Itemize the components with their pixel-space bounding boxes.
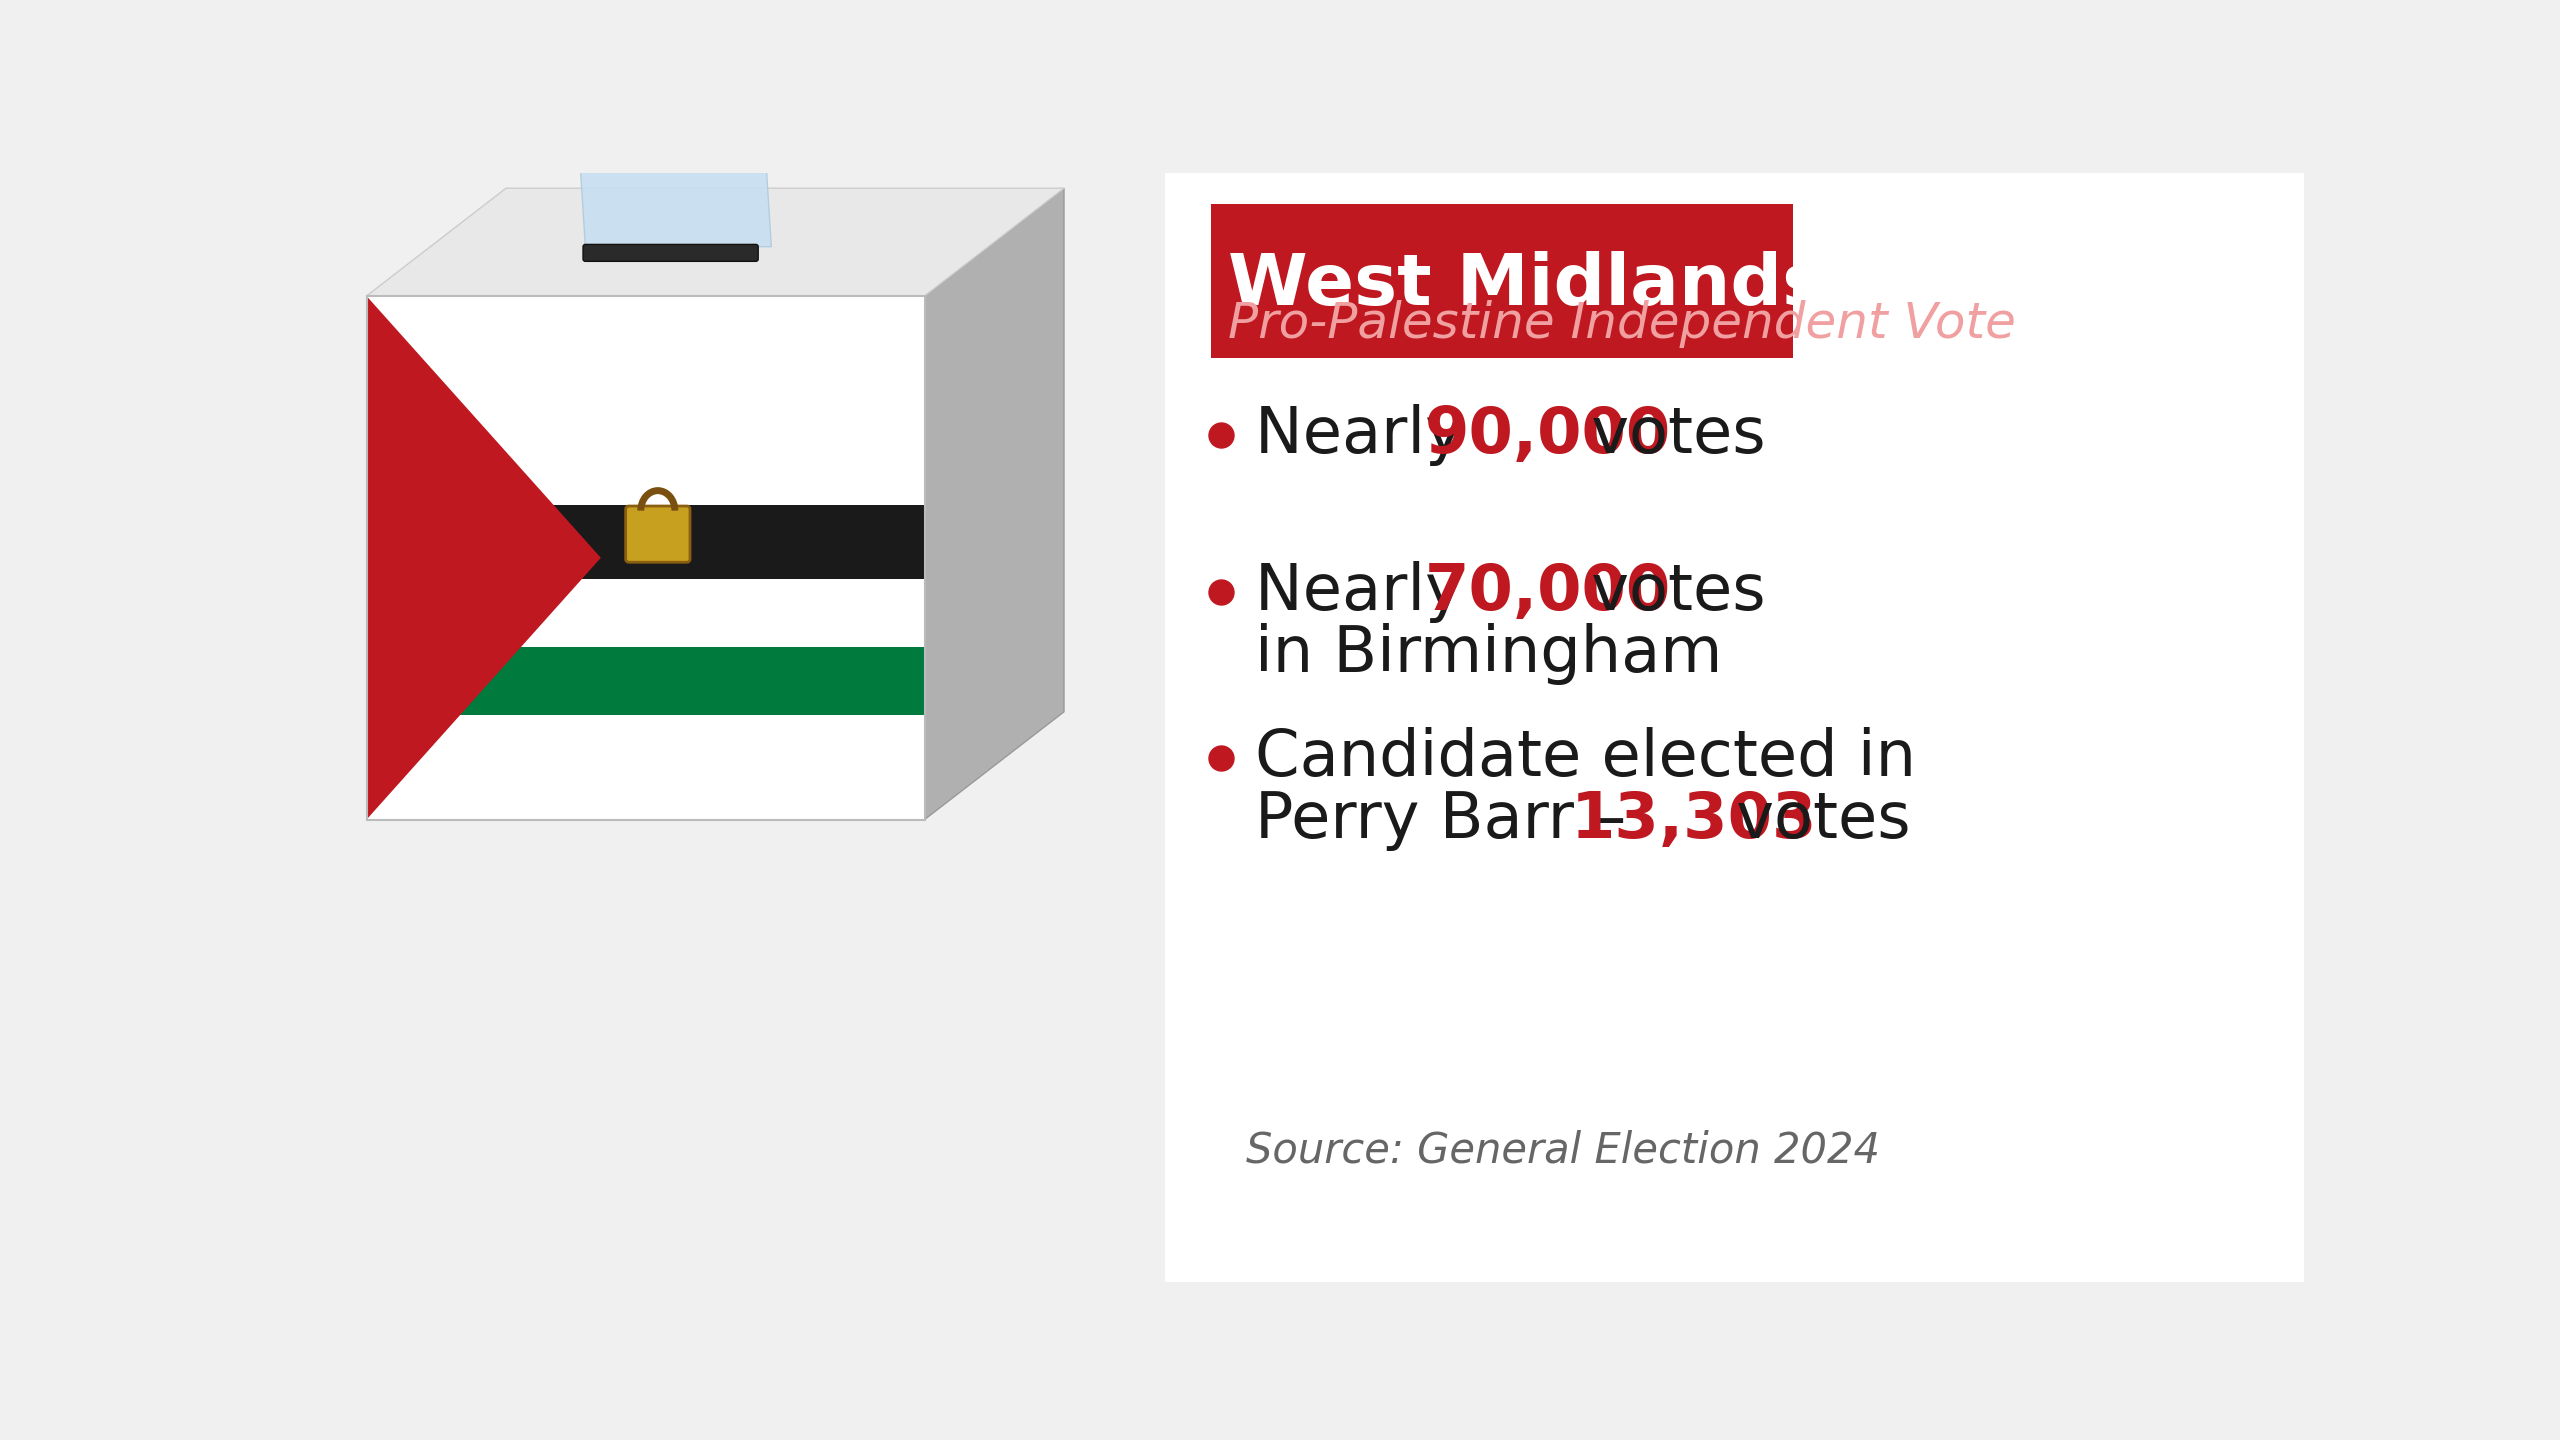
Text: in Birmingham: in Birmingham	[1254, 624, 1723, 685]
FancyBboxPatch shape	[584, 245, 758, 261]
Polygon shape	[366, 189, 1065, 297]
Polygon shape	[566, 0, 771, 246]
Bar	[1165, 173, 2304, 1282]
Text: votes: votes	[1715, 789, 1910, 851]
Polygon shape	[924, 189, 1065, 819]
Bar	[366, 714, 924, 819]
Bar	[366, 297, 924, 505]
FancyBboxPatch shape	[625, 505, 691, 562]
Text: Pro-Palestine Independent Vote: Pro-Palestine Independent Vote	[1229, 300, 2017, 348]
Text: Nearly: Nearly	[1254, 403, 1485, 465]
Bar	[366, 579, 924, 647]
Text: Nearly: Nearly	[1254, 562, 1485, 624]
Text: votes: votes	[1572, 403, 1766, 465]
Bar	[366, 505, 924, 579]
Polygon shape	[366, 297, 602, 819]
Bar	[366, 297, 924, 819]
Text: Source: General Election 2024: Source: General Election 2024	[1247, 1130, 1879, 1172]
FancyBboxPatch shape	[1211, 203, 1792, 357]
Text: Candidate elected in: Candidate elected in	[1254, 727, 1917, 789]
Text: 90,000: 90,000	[1426, 403, 1672, 465]
Text: 13,303: 13,303	[1572, 789, 1818, 851]
Text: Perry Barr –: Perry Barr –	[1254, 789, 1646, 851]
Bar	[366, 647, 924, 714]
Text: votes: votes	[1572, 562, 1766, 624]
Text: West Midlands: West Midlands	[1229, 252, 1825, 320]
Text: 70,000: 70,000	[1426, 562, 1672, 624]
